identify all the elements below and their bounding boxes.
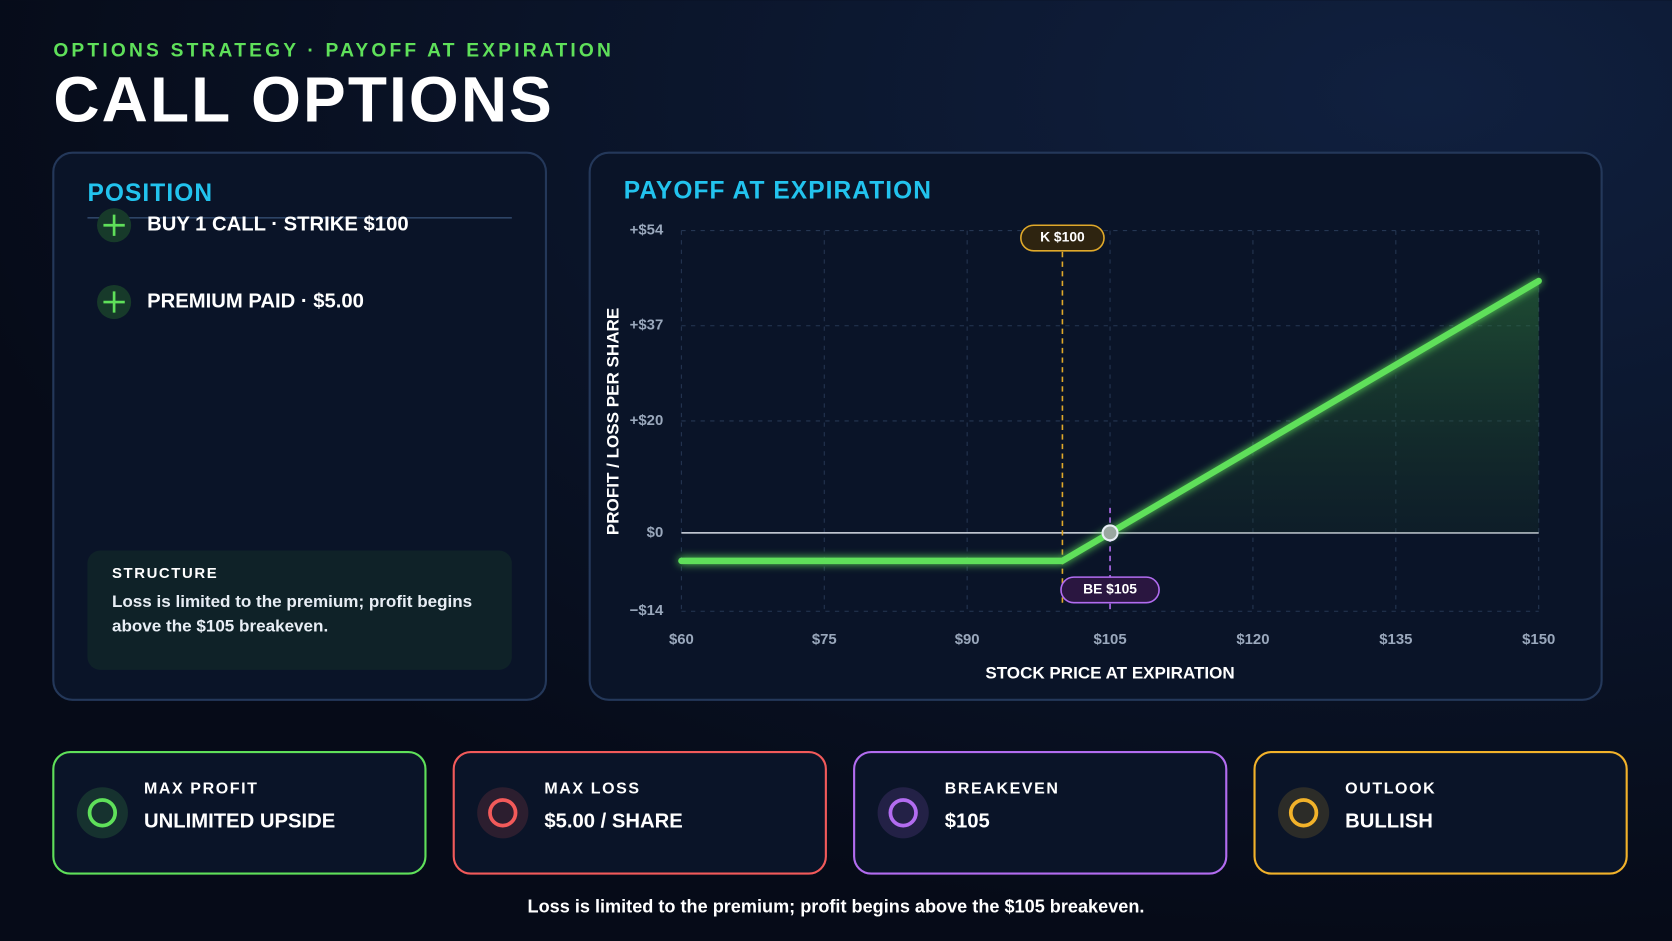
y-tick-label: −$14 [630,602,664,619]
card-label: MAX PROFIT [144,781,259,798]
card-value: UNLIMITED UPSIDE [144,811,335,833]
metric-card [452,750,827,875]
annotation-badge [1060,576,1160,604]
card-icon [1288,798,1319,828]
card-icon [488,798,518,828]
card-value: $105 [945,811,990,833]
metric-card [52,750,427,875]
card-value: BULLISH [1345,811,1433,833]
x-tick-label: $120 [1236,631,1269,648]
y-tick-label: $0 [647,524,664,541]
kicker: OPTIONS STRATEGY · PAYOFF AT EXPIRATION [53,40,614,61]
plus [103,291,125,313]
structure-box [87,550,512,670]
structure-title: STRUCTURE [112,565,218,582]
x-tick-label: $60 [669,631,694,648]
footer: Loss is limited to the premium; profit b… [528,896,1145,916]
card-icon-bg [76,787,128,839]
structure-text-box: Loss is limited to the premium; profit b… [111,593,473,636]
y-tick-label: +$54 [630,222,664,239]
y-tick-label: +$20 [630,412,664,429]
item-text: PREMIUM PAID · $5.00 [147,290,364,312]
card-label: BREAKEVEN [945,781,1060,798]
card-label: MAX LOSS [544,781,640,798]
page-title: CALL OPTIONS [53,64,554,136]
annotation-badge [1020,224,1105,252]
x-tick-label: $135 [1379,631,1412,648]
x-tick-label: $75 [812,631,837,648]
y-tick-label: +$37 [630,317,664,334]
metric-card [853,750,1228,875]
x-axis-label: STOCK PRICE AT EXPIRATION [985,664,1234,683]
structure-text: Loss is limited to the premium; profit b… [111,593,473,636]
card-icon-bg [1277,787,1330,839]
plus [103,214,125,236]
annotation-text: BE $105 [1083,581,1137,597]
card-label: OUTLOOK [1345,781,1436,798]
card-icon [888,798,918,828]
chart-title: PAYOFF AT EXPIRATION [624,178,932,205]
y-axis-label: PROFIT / LOSS PER SHARE [604,308,623,535]
item-text: BUY 1 CALL · STRIKE $100 [147,214,408,236]
card-icon-bg [477,787,529,839]
card-value: $5.00 / SHARE [544,811,682,833]
card-icon-bg [877,787,929,839]
payoff-line [678,277,1542,565]
x-tick-label: $105 [1093,631,1126,648]
x-tick-label: $150 [1522,631,1555,648]
card-icon [87,798,118,828]
position-title: POSITION [87,180,213,207]
metric-card [1253,750,1628,875]
x-tick-label: $90 [955,631,980,648]
annotation-text: K $100 [1040,229,1085,245]
breakeven-marker [1101,524,1119,542]
